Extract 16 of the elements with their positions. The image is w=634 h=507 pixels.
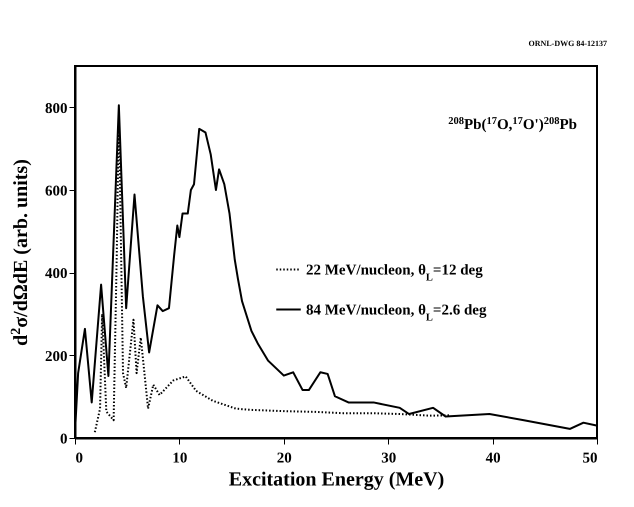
x-tick-label: 50: [582, 450, 598, 466]
text: ORNL-DWG 84-12137: [528, 39, 607, 48]
x-tick-label: 0: [76, 450, 83, 466]
x-axis-title: Excitation Energy (MeV): [228, 468, 444, 490]
y-tick-label: 0: [60, 432, 68, 448]
y-tick-label: 800: [45, 100, 68, 117]
legend-label: 84 MeV/nucleon, θ$_{L}$=2.6 deg: [306, 302, 487, 323]
x-tick-label: 20: [276, 450, 292, 466]
y-tick-label: 200: [45, 348, 68, 365]
x-tick-label: 10: [172, 450, 188, 466]
legend-label: 22 MeV/nucleon, θ$_{L}$=12 deg: [306, 262, 484, 283]
y-tick-label: 400: [45, 266, 68, 282]
annotation: $^{208}$Pb($^{17}$O,$^{17}$O')$^{208}$Pb: [448, 116, 577, 133]
x-tick-label: 40: [486, 450, 501, 466]
x-tick-label: 30: [381, 450, 396, 466]
y-tick-label: 600: [45, 184, 68, 200]
